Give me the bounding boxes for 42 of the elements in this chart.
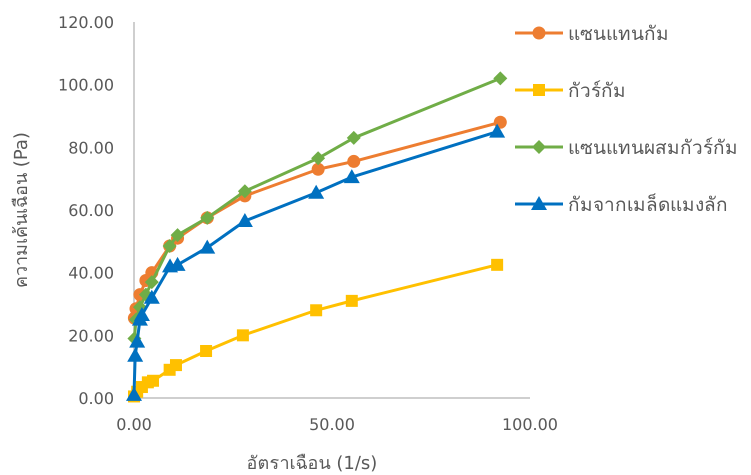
point [312,162,325,176]
point [491,258,504,271]
point [127,348,144,362]
point [170,228,185,242]
x-tick-label: 0.00 [116,415,152,434]
point [144,275,159,290]
point [200,345,212,357]
point [311,151,326,166]
point [494,116,507,129]
point [126,386,142,401]
point [346,294,358,307]
legend-label: แซนแทนกัม [568,23,669,45]
point [170,359,182,372]
y-tick-label: 80.00 [68,138,114,158]
legend-label: กัมจากเมล็ดแมงลัก [568,192,728,216]
point [308,184,324,199]
point [238,184,252,198]
y-axis-title: ความเค้นเฉือน (Pa) [11,132,32,288]
point [346,130,361,145]
point [236,329,249,342]
point [129,334,146,348]
point [147,374,160,387]
point [134,306,150,321]
point [236,212,253,227]
point [344,169,360,184]
x-axis-title: อัตราเฉือน (1/s) [246,453,378,474]
y-tick-label: 120.00 [58,13,114,32]
y-tick-label: 20.00 [68,326,114,346]
y-tick-label: 40.00 [68,264,114,283]
point [493,71,508,86]
point [310,304,322,316]
point [144,290,160,304]
y-tick-label: 0.00 [78,389,114,408]
legend-label: กัวร์กัม [568,80,626,102]
point [489,124,506,138]
legend-label: แซนแทนผสมกัวร์กัม [568,137,738,159]
y-tick-label: 100.00 [58,76,114,95]
point [347,154,360,168]
y-tick-label: 60.00 [68,201,114,220]
point [199,240,216,254]
x-tick-label: 50.00 [309,415,355,434]
x-tick-label: 100.00 [502,415,558,434]
